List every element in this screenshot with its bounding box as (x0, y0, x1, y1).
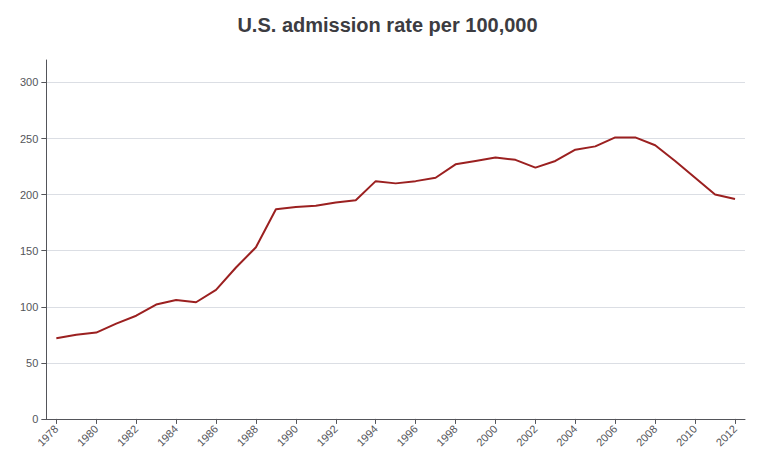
svg-text:1998: 1998 (434, 423, 460, 449)
svg-text:2012: 2012 (713, 423, 739, 449)
svg-text:1984: 1984 (155, 423, 181, 449)
svg-text:50: 50 (26, 357, 38, 369)
svg-text:2006: 2006 (594, 423, 620, 449)
svg-text:100: 100 (20, 301, 38, 313)
svg-text:1992: 1992 (314, 423, 340, 449)
svg-text:1994: 1994 (354, 423, 380, 449)
svg-text:U.S. admission rate per 100,00: U.S. admission rate per 100,000 (237, 14, 537, 36)
svg-text:2000: 2000 (474, 423, 500, 449)
svg-text:2008: 2008 (634, 423, 660, 449)
svg-text:1990: 1990 (274, 423, 300, 449)
svg-text:2010: 2010 (674, 423, 700, 449)
svg-text:1978: 1978 (35, 423, 61, 449)
svg-text:2004: 2004 (554, 423, 580, 449)
svg-text:200: 200 (20, 189, 38, 201)
svg-text:1988: 1988 (234, 423, 260, 449)
svg-text:1982: 1982 (115, 423, 141, 449)
svg-text:1996: 1996 (394, 423, 420, 449)
svg-text:300: 300 (20, 76, 38, 88)
svg-text:1980: 1980 (75, 423, 101, 449)
svg-text:2002: 2002 (514, 423, 540, 449)
svg-text:250: 250 (20, 133, 38, 145)
svg-text:150: 150 (20, 245, 38, 257)
svg-text:1986: 1986 (195, 423, 221, 449)
svg-text:0: 0 (32, 413, 38, 425)
